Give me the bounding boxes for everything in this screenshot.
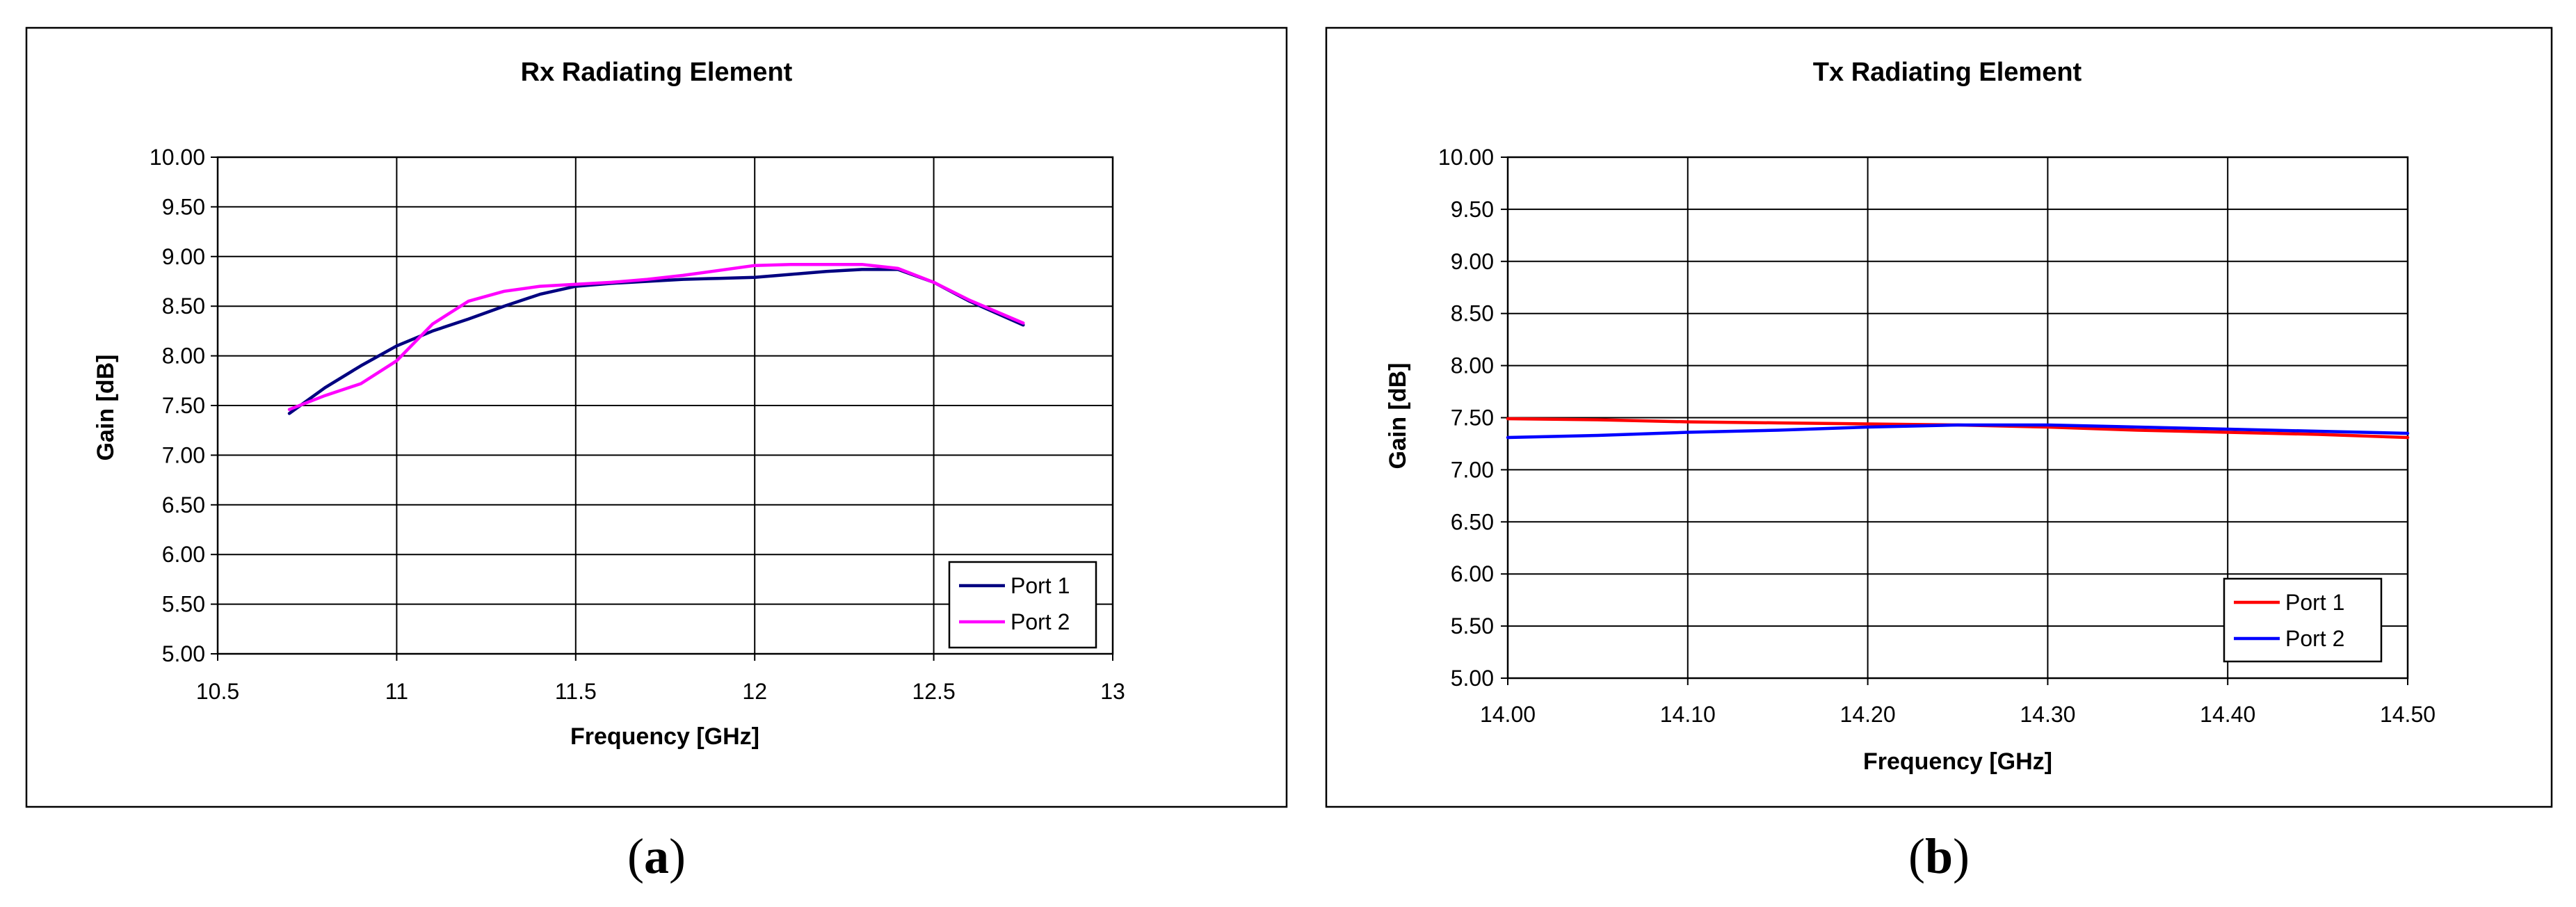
x-tick-label: 12: [742, 679, 767, 704]
y-tick-label: 9.00: [162, 244, 205, 269]
y-axis-label-tx: Gain [dB]: [1385, 363, 1411, 469]
x-axis-label-tx: Frequency [GHz]: [1863, 748, 2052, 775]
plot-area-rx: 5.00 5.50 6.00 6.50 7.00 7.50 8.00 8.50 9.00 9.50…: [150, 145, 1125, 704]
y-tick-label: 8.50: [1451, 301, 1494, 326]
y-tick-label: 5.50: [1451, 613, 1494, 639]
series-line-port-1: [287, 268, 1025, 415]
legend: [2223, 577, 2383, 663]
y-tick-label: 7.50: [162, 393, 205, 418]
x-tick-label: 14.00: [1480, 702, 1536, 727]
x-axis-label-rx: Frequency [GHz]: [570, 723, 759, 750]
y-tick-label: 8.00: [162, 344, 205, 369]
x-tick-label: 14.10: [1660, 702, 1716, 727]
legend-label: Port 1: [2285, 590, 2344, 615]
x-tick-label: 14.20: [1840, 702, 1896, 727]
y-tick-label: 6.50: [1451, 509, 1494, 534]
chart-panel-tx: Tx Radiating Element Gain [dB] Frequency…: [1325, 26, 2553, 808]
y-tick-label: 9.50: [162, 194, 205, 219]
x-tick-label: 14.40: [2200, 702, 2255, 727]
y-tick-label: 6.00: [1451, 561, 1494, 586]
series-line-port-2: [287, 262, 1025, 411]
plot-area-tx: 5.00 5.50 6.00 6.50 7.00 7.50 8.00 8.50 9.00 9.50…: [1438, 145, 2436, 727]
legend-label: Port 2: [2285, 626, 2344, 651]
plot-border: [216, 156, 1114, 655]
y-tick-label: 7.50: [1451, 406, 1494, 431]
y-tick-label: 10.00: [1438, 145, 1494, 170]
y-tick-label: 10.00: [150, 145, 205, 170]
panel-label-b: (b): [1908, 828, 1970, 884]
x-tick-label: 13: [1100, 679, 1125, 704]
x-tick-label: 12.5: [912, 679, 955, 704]
legend-label: Port 2: [1011, 609, 1070, 634]
x-tick-label: 14.50: [2380, 702, 2436, 727]
x-tick-label: 11: [385, 679, 408, 704]
x-tick-label: 10.5: [196, 679, 239, 704]
series-line-port-2: [1506, 423, 2410, 440]
y-tick-label: 7.00: [1451, 457, 1494, 482]
x-tick-label: 14.30: [2020, 702, 2075, 727]
y-tick-label: 5.00: [1451, 666, 1494, 691]
chart-panel-rx: Rx Radiating Element Gain [dB] Frequency…: [25, 26, 1288, 808]
y-tick-label: 6.00: [162, 542, 205, 567]
x-tick-label: 11.5: [555, 679, 597, 704]
y-tick-label: 8.00: [1451, 353, 1494, 378]
chart-title-tx: Tx Radiating Element: [1813, 58, 2082, 87]
y-tick-label: 9.50: [1451, 197, 1494, 222]
y-tick-label: 5.50: [162, 592, 205, 617]
y-tick-label: 8.50: [162, 294, 205, 319]
y-tick-label: 5.00: [162, 641, 205, 666]
y-tick-label: 9.00: [1451, 249, 1494, 274]
y-tick-label: 6.50: [162, 492, 205, 517]
chart-title-rx: Rx Radiating Element: [521, 58, 793, 87]
legend: [948, 561, 1097, 649]
y-axis-label-rx: Gain [dB]: [92, 355, 119, 461]
panel-label-a: (a): [627, 828, 686, 884]
y-tick-label: 7.00: [162, 442, 205, 467]
legend-label: Port 1: [1011, 573, 1070, 598]
